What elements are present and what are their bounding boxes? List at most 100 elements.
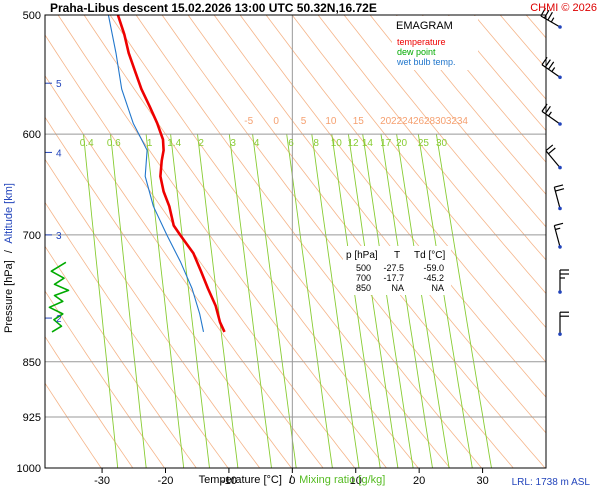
- wind-barb-station: [558, 245, 562, 249]
- wind-barb: [553, 222, 564, 249]
- wind-barb-shaft: [541, 110, 561, 125]
- x-tick-label: 30: [476, 475, 488, 487]
- wind-barbs: [540, 7, 569, 336]
- mixing-ratio-label: 17: [380, 138, 392, 149]
- wind-barb-station: [558, 332, 562, 336]
- dry-adiabat-line: [109, 15, 451, 468]
- table-cell: 850: [356, 283, 371, 293]
- legend-dew-point: dew point: [397, 47, 436, 57]
- table-header-t: T: [394, 250, 400, 261]
- mixing-ratio-line: [396, 134, 450, 468]
- wind-barb-feather: [555, 188, 565, 192]
- dry-adiabat-line: [57, 15, 387, 468]
- mixing-ratio-line: [311, 134, 360, 468]
- dry-adiabat-line: [317, 15, 546, 295]
- mixing-ratio-line: [83, 134, 119, 468]
- dry-adiabat-line: [45, 34, 356, 468]
- dry-adiabat-line: [369, 15, 546, 228]
- pressure-tick-label: 1000: [17, 463, 41, 475]
- mixing-ratio-label: 6: [288, 138, 294, 149]
- y-axis-pressure-label: Pressure [hPa]: [3, 260, 15, 333]
- series-dew-point: [48, 261, 70, 333]
- wind-barb: [553, 184, 565, 211]
- wind-barb-shaft: [541, 64, 561, 78]
- altitude-tick-label: 2: [56, 314, 62, 325]
- dry-adiabat-line: [45, 75, 324, 468]
- pressure-tick-label: 600: [23, 129, 41, 141]
- mixing-ratio-label: 8: [313, 138, 319, 149]
- table-cell: -17.7: [383, 273, 404, 283]
- dry-adiabat-line: [421, 15, 546, 163]
- legend: EMAGRAM temperature dew point wet bulb t…: [392, 16, 478, 70]
- mixing-ratio-label: 25: [418, 138, 430, 149]
- dry-adiabat-line: [447, 15, 546, 132]
- dry-adiabat-label: 5: [301, 116, 307, 127]
- dry-adiabat-label: 26: [413, 116, 425, 127]
- data-table: p [hPa] T Td [°C] 500 -27.5 -59.0 700 -1…: [343, 246, 451, 295]
- wind-barb-station: [558, 75, 562, 80]
- mixing-ratio-line: [110, 134, 147, 468]
- data-table-box: [343, 246, 451, 295]
- dry-adiabat-label: 20: [380, 116, 392, 127]
- table-cell: -27.5: [383, 263, 404, 273]
- legend-wet-bulb: wet bulb temp.: [396, 57, 456, 67]
- wind-barb-feather: [548, 61, 555, 70]
- mixing-ratio-line: [228, 134, 272, 468]
- dry-adiabat-line: [265, 15, 546, 363]
- wind-barb-station: [558, 122, 562, 126]
- table-header-p: p [hPa]: [346, 250, 378, 261]
- dry-adiabat-label: 34: [457, 116, 469, 127]
- copyright: CHMI © 2026: [530, 2, 597, 14]
- wind-barb-feather: [554, 184, 564, 188]
- dry-adiabat-line: [45, 290, 165, 468]
- background-line-labels: 0.4 0.6 1 1.4 2 3 4 6 8 10 12 14 17 20 25 30-5 0 5 10 15 20 2…: [80, 116, 469, 149]
- mixing-ratio-line: [170, 134, 210, 468]
- mixing-ratio-label: 4: [254, 138, 260, 149]
- mixing-ratio-label: 10: [331, 138, 343, 149]
- mixing-ratio-line: [145, 134, 185, 468]
- table-cell: NA: [431, 283, 444, 293]
- plot-frame: [44, 14, 547, 469]
- table-cell: -59.0: [423, 263, 444, 273]
- series-wet-bulb-temp: [107, 15, 205, 333]
- dry-adiabat-label: 28: [424, 116, 436, 127]
- pressure-tick-label: 850: [23, 357, 41, 369]
- table-cell: NA: [391, 283, 404, 293]
- dry-adiabat-line: [45, 245, 197, 468]
- dry-adiabat-label: -5: [244, 116, 253, 127]
- x-tick-label: -10: [221, 475, 237, 487]
- altitude-tick-label: 5: [56, 79, 62, 90]
- x-axis-separator: /: [289, 474, 293, 486]
- dry-adiabat-line: [45, 158, 261, 468]
- mixing-ratio-line: [252, 134, 297, 468]
- wind-barb-station: [558, 25, 562, 29]
- x-tick-label: -30: [94, 475, 110, 487]
- dry-adiabat-label: 10: [325, 116, 337, 127]
- wind-barb-feather: [543, 9, 550, 19]
- mixing-ratio-line: [380, 134, 433, 468]
- dry-adiabat-line: [45, 201, 229, 468]
- mixing-ratio-label: 14: [362, 138, 374, 149]
- dry-adiabat-line: [45, 335, 134, 468]
- x-tick-label: 0: [289, 475, 295, 487]
- mixing-ratio-label: 20: [396, 138, 408, 149]
- wind-barb-feather: [551, 67, 556, 72]
- pressure-tick-label: 925: [23, 412, 41, 424]
- legend-box: [392, 16, 478, 70]
- mixing-ratio-label: 30: [436, 138, 448, 149]
- mixing-ratio-line: [435, 134, 492, 468]
- mixing-ratio-label: 1.4: [167, 138, 181, 149]
- wind-barb: [558, 269, 569, 294]
- dry-adiabat-label: 32: [446, 116, 458, 127]
- dry-adiabat-line: [291, 15, 546, 329]
- pressure-tick-label: 500: [23, 10, 41, 22]
- wind-barb-feather: [555, 227, 561, 231]
- y-axis-title: Pressure [hPa] / Altitude [km]: [3, 183, 15, 333]
- legend-temperature: temperature: [397, 37, 446, 47]
- dry-adiabat-line: [343, 15, 546, 261]
- mixing-ratio-label: 12: [347, 138, 359, 149]
- series-temperature: [116, 15, 226, 333]
